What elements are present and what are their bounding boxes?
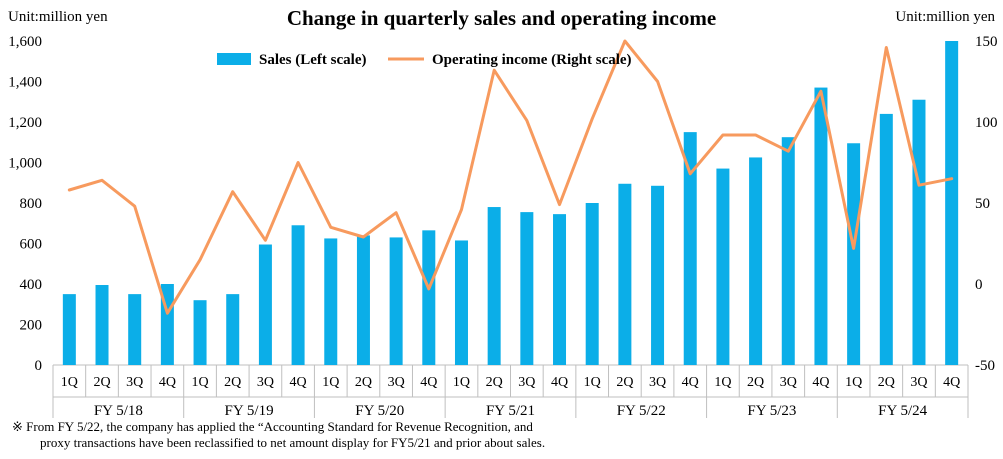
left-axis-tick-label: 200 (20, 318, 43, 334)
quarter-label: 3Q (649, 375, 666, 390)
fiscal-year-label: FY 5/21 (486, 403, 535, 419)
sales-bar (683, 132, 697, 365)
quarter-label: 4Q (812, 375, 829, 390)
footnote: ※ From FY 5/22, the company has applied … (12, 419, 545, 451)
quarter-label: 1Q (584, 375, 601, 390)
quarter-label: 3Q (388, 375, 405, 390)
quarter-label: 1Q (845, 375, 862, 390)
quarter-label: 2Q (747, 375, 764, 390)
sales-bar (258, 244, 272, 365)
quarter-label: 3Q (780, 375, 797, 390)
sales-bar (95, 285, 109, 365)
fiscal-year-label: FY 5/23 (747, 403, 796, 419)
fiscal-year-label: FY 5/20 (355, 403, 404, 419)
quarter-label: 4Q (420, 375, 437, 390)
quarter-label: 4Q (943, 375, 960, 390)
quarter-label: 3Q (910, 375, 927, 390)
sales-bar (781, 137, 795, 365)
sales-bar (553, 214, 567, 365)
left-axis-tick-label: 1,600 (8, 34, 42, 50)
quarter-label: 1Q (61, 375, 78, 390)
quarter-label: 3Q (126, 375, 143, 390)
quarter-label: 1Q (191, 375, 208, 390)
legend-label-operating-income: Operating income (Right scale) (432, 52, 632, 68)
sales-bar (422, 230, 436, 365)
sales-bar (454, 240, 468, 365)
sales-bar (324, 238, 338, 365)
sales-bar (945, 41, 959, 365)
sales-bar (226, 294, 240, 365)
quarter-label: 1Q (714, 375, 731, 390)
right-axis-tick-label: 0 (975, 277, 983, 293)
footnote-line: proxy transactions have been reclassifie… (40, 435, 546, 450)
sales-bar (912, 99, 926, 365)
chart-title: Change in quarterly sales and operating … (286, 6, 717, 30)
quarter-label: 4Q (290, 375, 307, 390)
sales-bar (291, 225, 305, 365)
footnote-line: ※ From FY 5/22, the company has applied … (12, 419, 533, 434)
left-axis-tick-label: 1,400 (8, 75, 42, 91)
sales-bar (585, 203, 599, 365)
left-axis-unit: Unit:million yen (8, 9, 108, 25)
fiscal-year-label: FY 5/18 (94, 403, 143, 419)
sales-bar (651, 185, 665, 365)
quarter-label: 2Q (878, 375, 895, 390)
left-axis-tick-label: 1,200 (8, 115, 42, 131)
sales-bar (814, 87, 828, 365)
sales-bar (62, 294, 76, 365)
quarter-label: 2Q (616, 375, 633, 390)
right-axis-tick-label: 100 (975, 115, 998, 131)
left-axis-tick-label: 600 (20, 237, 43, 253)
left-axis-tick-label: 1,000 (8, 156, 42, 172)
sales-bar (128, 294, 142, 365)
operating-income-line (67, 39, 954, 315)
left-axis-tick-label: 800 (20, 196, 43, 212)
sales-bar (749, 157, 763, 365)
right-axis-tick-label: 50 (975, 196, 990, 212)
fiscal-year-label: FY 5/19 (225, 403, 274, 419)
quarter-label: 1Q (453, 375, 470, 390)
quarter-label: 3Q (257, 375, 274, 390)
fiscal-year-label: FY 5/24 (878, 403, 928, 419)
right-axis-tick-label: 150 (975, 34, 998, 50)
quarter-label: 1Q (322, 375, 339, 390)
sales-bar (716, 168, 730, 365)
sales-bar (487, 207, 501, 365)
legend-label-sales: Sales (Left scale) (259, 52, 366, 68)
quarter-label: 4Q (159, 375, 176, 390)
sales-bar (356, 235, 370, 365)
left-axis-tick-label: 0 (35, 358, 43, 374)
sales-bar (879, 113, 893, 366)
right-axis-tick-label: -50 (975, 358, 995, 374)
sales-bar (618, 183, 632, 365)
right-axis-unit: Unit:million yen (895, 9, 995, 25)
sales-bar (847, 143, 861, 365)
sales-bar (193, 300, 207, 365)
fiscal-year-label: FY 5/22 (617, 403, 666, 419)
quarter-label: 3Q (518, 375, 535, 390)
quarter-label: 2Q (355, 375, 372, 390)
sales-bar (389, 237, 403, 365)
quarter-label: 2Q (224, 375, 241, 390)
quarter-label: 4Q (551, 375, 568, 390)
sales-bar (520, 212, 534, 365)
legend-swatch-sales (217, 53, 251, 65)
quarter-label: 2Q (93, 375, 110, 390)
left-axis-tick-label: 400 (20, 277, 43, 293)
quarter-label: 2Q (486, 375, 503, 390)
quarter-label: 4Q (682, 375, 699, 390)
